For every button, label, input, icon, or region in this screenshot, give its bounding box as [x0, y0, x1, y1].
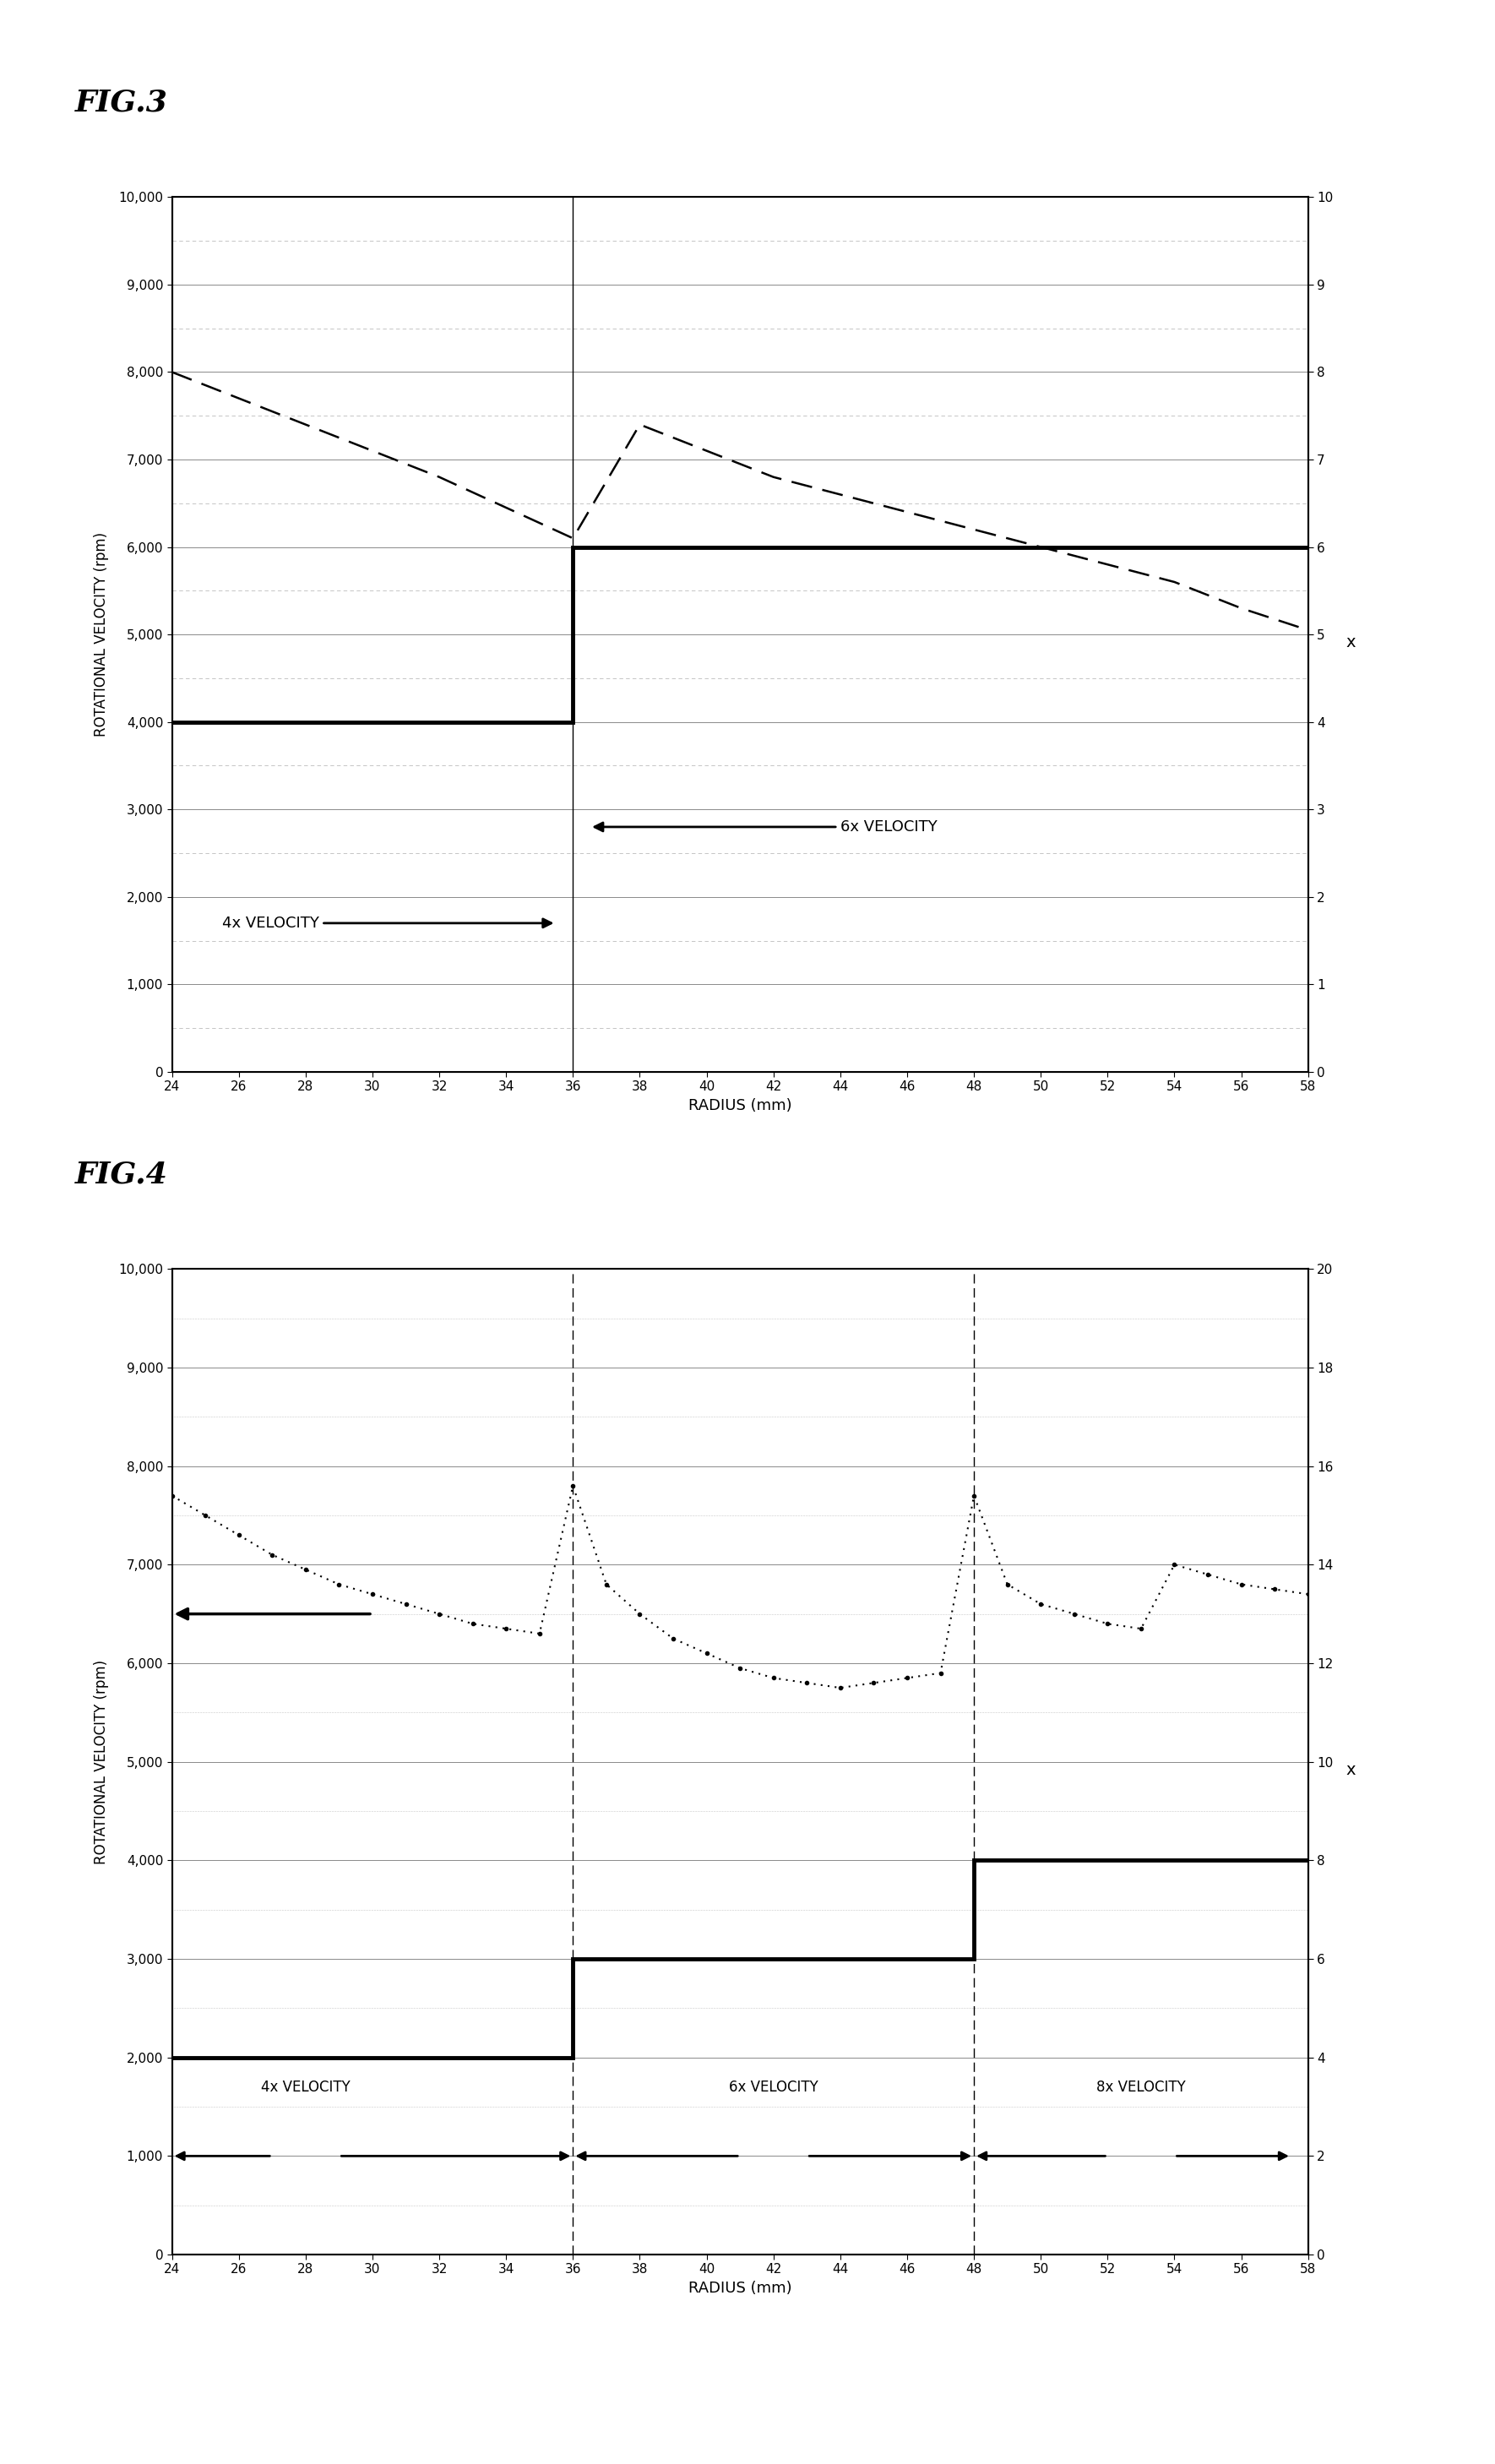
- Text: 4x VELOCITY: 4x VELOCITY: [223, 917, 552, 931]
- X-axis label: RADIUS (mm): RADIUS (mm): [688, 1099, 792, 1114]
- Y-axis label: ROTATIONAL VELOCITY (rpm): ROTATIONAL VELOCITY (rpm): [94, 532, 109, 737]
- Y-axis label: ROTATIONAL VELOCITY (rpm): ROTATIONAL VELOCITY (rpm): [94, 1658, 109, 1865]
- Text: 6x VELOCITY: 6x VELOCITY: [595, 821, 937, 835]
- Text: FIG.4: FIG.4: [75, 1161, 167, 1188]
- Text: 8x VELOCITY: 8x VELOCITY: [1096, 2080, 1186, 2094]
- Text: 6x VELOCITY: 6x VELOCITY: [728, 2080, 818, 2094]
- Y-axis label: x: x: [1346, 633, 1356, 650]
- Y-axis label: x: x: [1346, 1762, 1356, 1779]
- X-axis label: RADIUS (mm): RADIUS (mm): [688, 2282, 792, 2296]
- Text: FIG.3: FIG.3: [75, 89, 167, 116]
- Text: 4x VELOCITY: 4x VELOCITY: [262, 2080, 350, 2094]
